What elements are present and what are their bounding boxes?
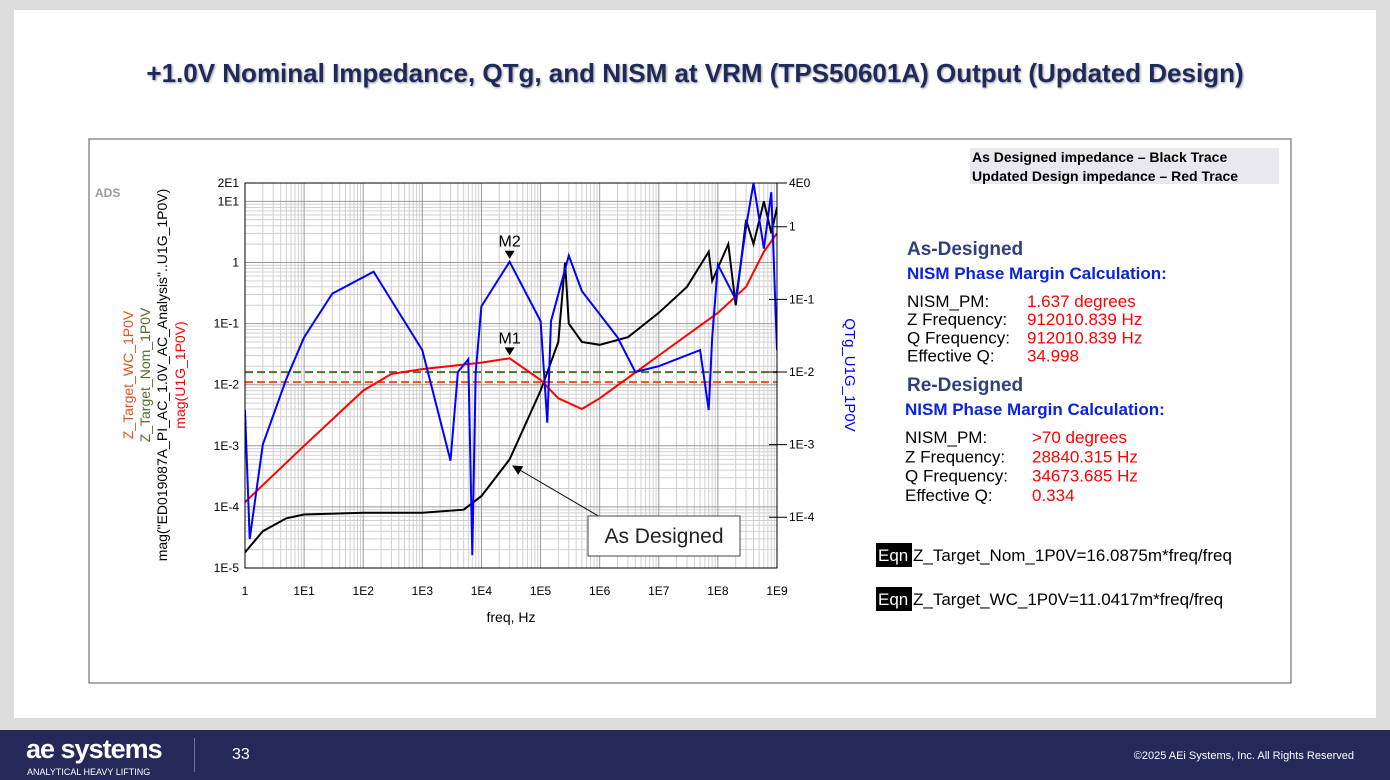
tagline: ANALYTICAL HEAVY LIFTING — [27, 767, 151, 777]
y-tick-label: 1E-3 — [214, 439, 240, 453]
x-tick-label: 1E6 — [589, 584, 611, 598]
page-number: 33 — [232, 746, 250, 763]
legend-box — [970, 148, 1279, 184]
row-label: NISM_PM: — [905, 428, 987, 447]
legend-label: mag(U1G_1P0V) — [172, 321, 188, 428]
x-tick-label: 1E8 — [707, 584, 729, 598]
row-value: 0.334 — [1032, 486, 1075, 505]
slide-title: +1.0V Nominal Impedance, QTg, and NISM a… — [146, 58, 1244, 88]
callout-arrow — [512, 465, 613, 525]
y2-axis-label: QTg_U1G_1P0V — [841, 318, 858, 431]
block-subheading: NISM Phase Margin Calculation: — [907, 264, 1167, 283]
x-axis-label: freq, Hz — [486, 609, 535, 625]
block-heading: As-Designed — [907, 239, 1023, 260]
x-tick-label: 1 — [242, 584, 249, 598]
row-label: Effective Q: — [905, 486, 993, 505]
marker-triangle — [504, 347, 515, 356]
y-tick-label: 1 — [232, 255, 239, 269]
y2-tick-label: 1E-1 — [789, 292, 815, 306]
eqn-tag: Eqn — [878, 590, 908, 609]
y2-tick-label: 4E0 — [789, 176, 811, 190]
x-tick-label: 1E9 — [766, 584, 788, 598]
y2-tick-label: 1E-3 — [789, 438, 815, 452]
chart: ADS 1 1E1 1E2 1E3 1E4 1E5 1E6 1E7 1E8 1E92E11E111… — [88, 138, 1292, 684]
row-label: Z Frequency: — [905, 447, 1005, 466]
marker-label: M1 — [499, 330, 521, 347]
row-label: NISM_PM: — [907, 292, 989, 311]
legend-label: Z_Target_Nom_1P0V — [137, 307, 153, 442]
row-value: 1.637 degrees — [1027, 292, 1136, 311]
row-value: 912010.839 Hz — [1027, 310, 1142, 329]
y-tick-label: 2E1 — [218, 176, 240, 190]
x-tick-label: 1E1 — [293, 584, 315, 598]
copyright: ©2025 AEi Systems, Inc. All Rights Reser… — [1133, 750, 1354, 762]
callout-text: As Designed — [604, 525, 723, 548]
eqn-text: Z_Target_WC_1P0V=11.0417m*freq/freq — [913, 590, 1223, 609]
x-tick-label: 1E7 — [648, 584, 670, 598]
marker-triangle — [504, 250, 515, 259]
chart-frame — [88, 138, 1292, 684]
divider — [194, 738, 195, 772]
y-tick-label: 1E-5 — [214, 561, 240, 575]
legend-label: mag("ED019087A_PI_AC_1.0V_AC_Analysis"..… — [154, 189, 170, 562]
y-tick-label: 1E-2 — [214, 378, 240, 392]
block-subheading: NISM Phase Margin Calculation: — [905, 400, 1165, 419]
x-tick-label: 1E4 — [471, 584, 493, 598]
eqn-tag-bg — [876, 587, 912, 611]
eqn-tag: Eqn — [878, 546, 908, 565]
x-tick-label: 1E5 — [530, 584, 552, 598]
x-tick-label: 1E3 — [412, 584, 434, 598]
y2-tick-label: 1E-4 — [789, 510, 815, 524]
row-value: >70 degrees — [1032, 428, 1127, 447]
legend-label: Z_Target_WC_1P0V — [120, 310, 136, 439]
row-value: 28840.315 Hz — [1032, 447, 1138, 466]
row-label: Q Frequency: — [907, 328, 1010, 347]
row-label: Effective Q: — [907, 347, 995, 366]
row-label: Z Frequency: — [907, 310, 1007, 329]
footer: ae systems ANALYTICAL HEAVY LIFTING 33 ©… — [0, 730, 1390, 780]
marker-label: M2 — [499, 234, 521, 251]
x-tick-label: 1E2 — [353, 584, 375, 598]
tool-label: ADS — [95, 186, 120, 200]
block-heading: Re-Designed — [907, 375, 1023, 396]
y-tick-label: 1E-4 — [214, 500, 240, 514]
plot-border — [244, 182, 778, 569]
row-value: 34673.685 Hz — [1032, 467, 1138, 486]
y2-tick-label: 1 — [789, 220, 796, 234]
eqn-text: Z_Target_Nom_1P0V=16.0875m*freq/freq — [913, 546, 1232, 565]
logo: ae systems — [26, 734, 163, 764]
y2-tick-label: 1E-2 — [789, 365, 815, 379]
row-label: Q Frequency: — [905, 467, 1008, 486]
legend-box-line: As Designed impedance – Black Trace — [972, 149, 1227, 165]
y-tick-label: 1E-1 — [214, 317, 240, 331]
legend-box-line: Updated Design impedance – Red Trace — [972, 168, 1238, 184]
row-value: 912010.839 Hz — [1027, 328, 1142, 347]
series-line — [245, 183, 777, 556]
callout-box — [587, 515, 741, 557]
y-tick-label: 1E1 — [218, 194, 240, 208]
row-value: 34.998 — [1027, 347, 1079, 366]
eqn-tag-bg — [876, 543, 912, 567]
